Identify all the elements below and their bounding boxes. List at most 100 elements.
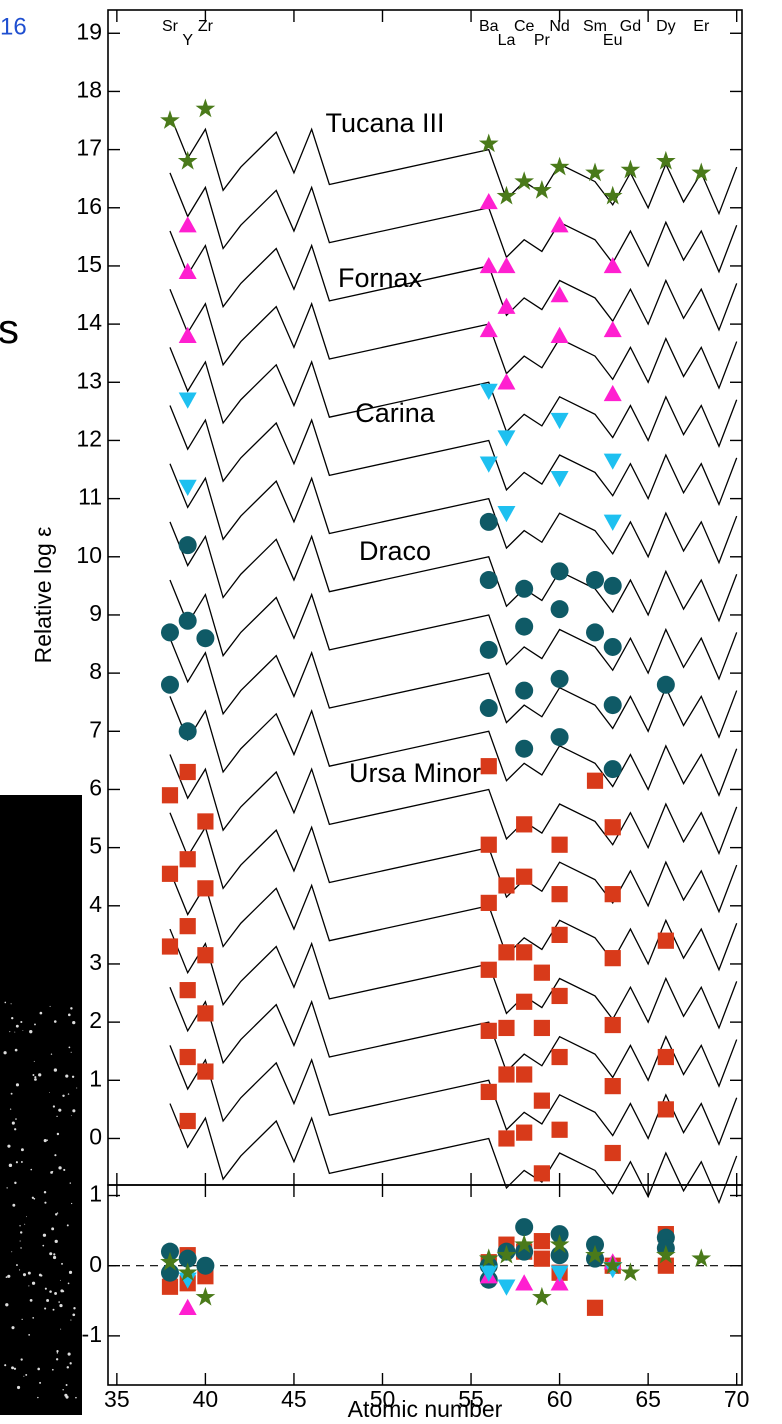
data-point: [533, 1165, 550, 1182]
data-point: [497, 1279, 516, 1296]
x-tick-label: 45: [281, 1386, 307, 1412]
pattern-line: [169, 928, 738, 1030]
data-point: [603, 384, 622, 402]
data-point: [178, 1249, 197, 1268]
data-point: [532, 1286, 552, 1306]
data-point: [177, 150, 198, 170]
data-point: [179, 982, 196, 999]
x-tick-label: 60: [547, 1386, 573, 1412]
element-label: Sm: [583, 18, 607, 35]
element-label: Sr: [162, 18, 179, 35]
data-point: [533, 964, 550, 981]
data-point: [516, 993, 533, 1010]
data-point: [691, 162, 712, 182]
data-point: [550, 728, 569, 747]
data-point: [478, 1248, 499, 1268]
data-point: [516, 868, 533, 885]
y-tick-label: 1: [89, 1065, 102, 1091]
data-point: [179, 1048, 196, 1066]
data-point: [604, 1144, 621, 1162]
pattern-line: [169, 114, 738, 216]
y-tick-label: 6: [89, 775, 102, 801]
photo-speckles: [3, 1001, 78, 1399]
pattern-line: [169, 1103, 738, 1205]
data-point: [585, 162, 605, 182]
slide-page-number: 16: [0, 13, 27, 40]
data-point: [549, 156, 570, 176]
data-point: [551, 926, 568, 943]
data-point: [179, 1112, 196, 1130]
data-point: [479, 512, 498, 531]
data-point: [197, 813, 214, 830]
y-tick-label: 3: [89, 949, 102, 975]
data-point: [179, 763, 196, 781]
data-point: [603, 320, 622, 338]
data-point: [497, 430, 516, 447]
data-point: [585, 1244, 605, 1264]
data-point: [178, 326, 197, 343]
y-tick-label: 15: [76, 251, 102, 277]
data-point: [196, 1256, 215, 1275]
data-point: [516, 944, 533, 961]
photo-fragment: [0, 795, 82, 1415]
data-point: [479, 192, 498, 210]
data-point: [586, 623, 605, 642]
data-point: [516, 1124, 533, 1141]
y-tick-label: 9: [89, 600, 102, 626]
x-tick-label: 65: [635, 1386, 661, 1412]
data-point: [178, 722, 197, 741]
data-point: [195, 1286, 216, 1306]
data-point: [551, 1048, 568, 1066]
data-point: [197, 1063, 214, 1080]
data-point: [533, 1092, 550, 1109]
y-tick-label: 12: [76, 426, 102, 452]
element-label: Er: [693, 18, 710, 35]
y-tick-label: 5: [89, 833, 102, 859]
data-point: [177, 1262, 198, 1282]
data-point: [160, 1263, 179, 1282]
slide-text-fragment: s: [0, 305, 19, 352]
element-label: Eu: [603, 32, 623, 49]
x-tick-label: 50: [370, 1386, 396, 1412]
data-point: [533, 1233, 550, 1250]
data-point: [498, 1019, 515, 1037]
data-point: [516, 1066, 533, 1083]
y-tick-label: 0: [89, 1251, 102, 1277]
data-point: [515, 1242, 534, 1261]
y-tick-label: 11: [78, 484, 102, 510]
data-point: [161, 865, 179, 882]
data-point: [479, 320, 498, 338]
data-point: [550, 471, 569, 488]
pattern-line: [169, 230, 738, 332]
data-point: [603, 256, 622, 274]
data-point: [691, 1248, 712, 1268]
x-tick-label: 35: [104, 1386, 130, 1412]
data-point: [550, 669, 569, 688]
data-point: [178, 216, 197, 233]
data-point: [197, 1005, 214, 1022]
data-point: [516, 816, 533, 833]
data-point: [603, 637, 622, 656]
y-tick-label: 10: [76, 542, 102, 568]
galaxy-label: Ursa Minor: [349, 758, 481, 788]
pattern-line: [169, 696, 738, 797]
element-label: Nd: [549, 18, 569, 35]
x-tick-label: 70: [724, 1386, 750, 1412]
pattern-line: [169, 637, 738, 739]
data-point: [479, 640, 498, 659]
data-point: [197, 947, 214, 964]
data-point: [602, 1255, 623, 1275]
pattern-line: [169, 172, 738, 274]
element-label: Ce: [514, 18, 535, 35]
data-point: [197, 880, 214, 897]
data-point: [515, 1274, 534, 1291]
data-point: [479, 1265, 498, 1282]
data-point: [480, 1083, 497, 1101]
data-point: [479, 383, 498, 401]
data-point: [195, 98, 216, 118]
data-point: [586, 571, 605, 590]
data-point: [479, 699, 498, 718]
data-point: [515, 579, 534, 598]
